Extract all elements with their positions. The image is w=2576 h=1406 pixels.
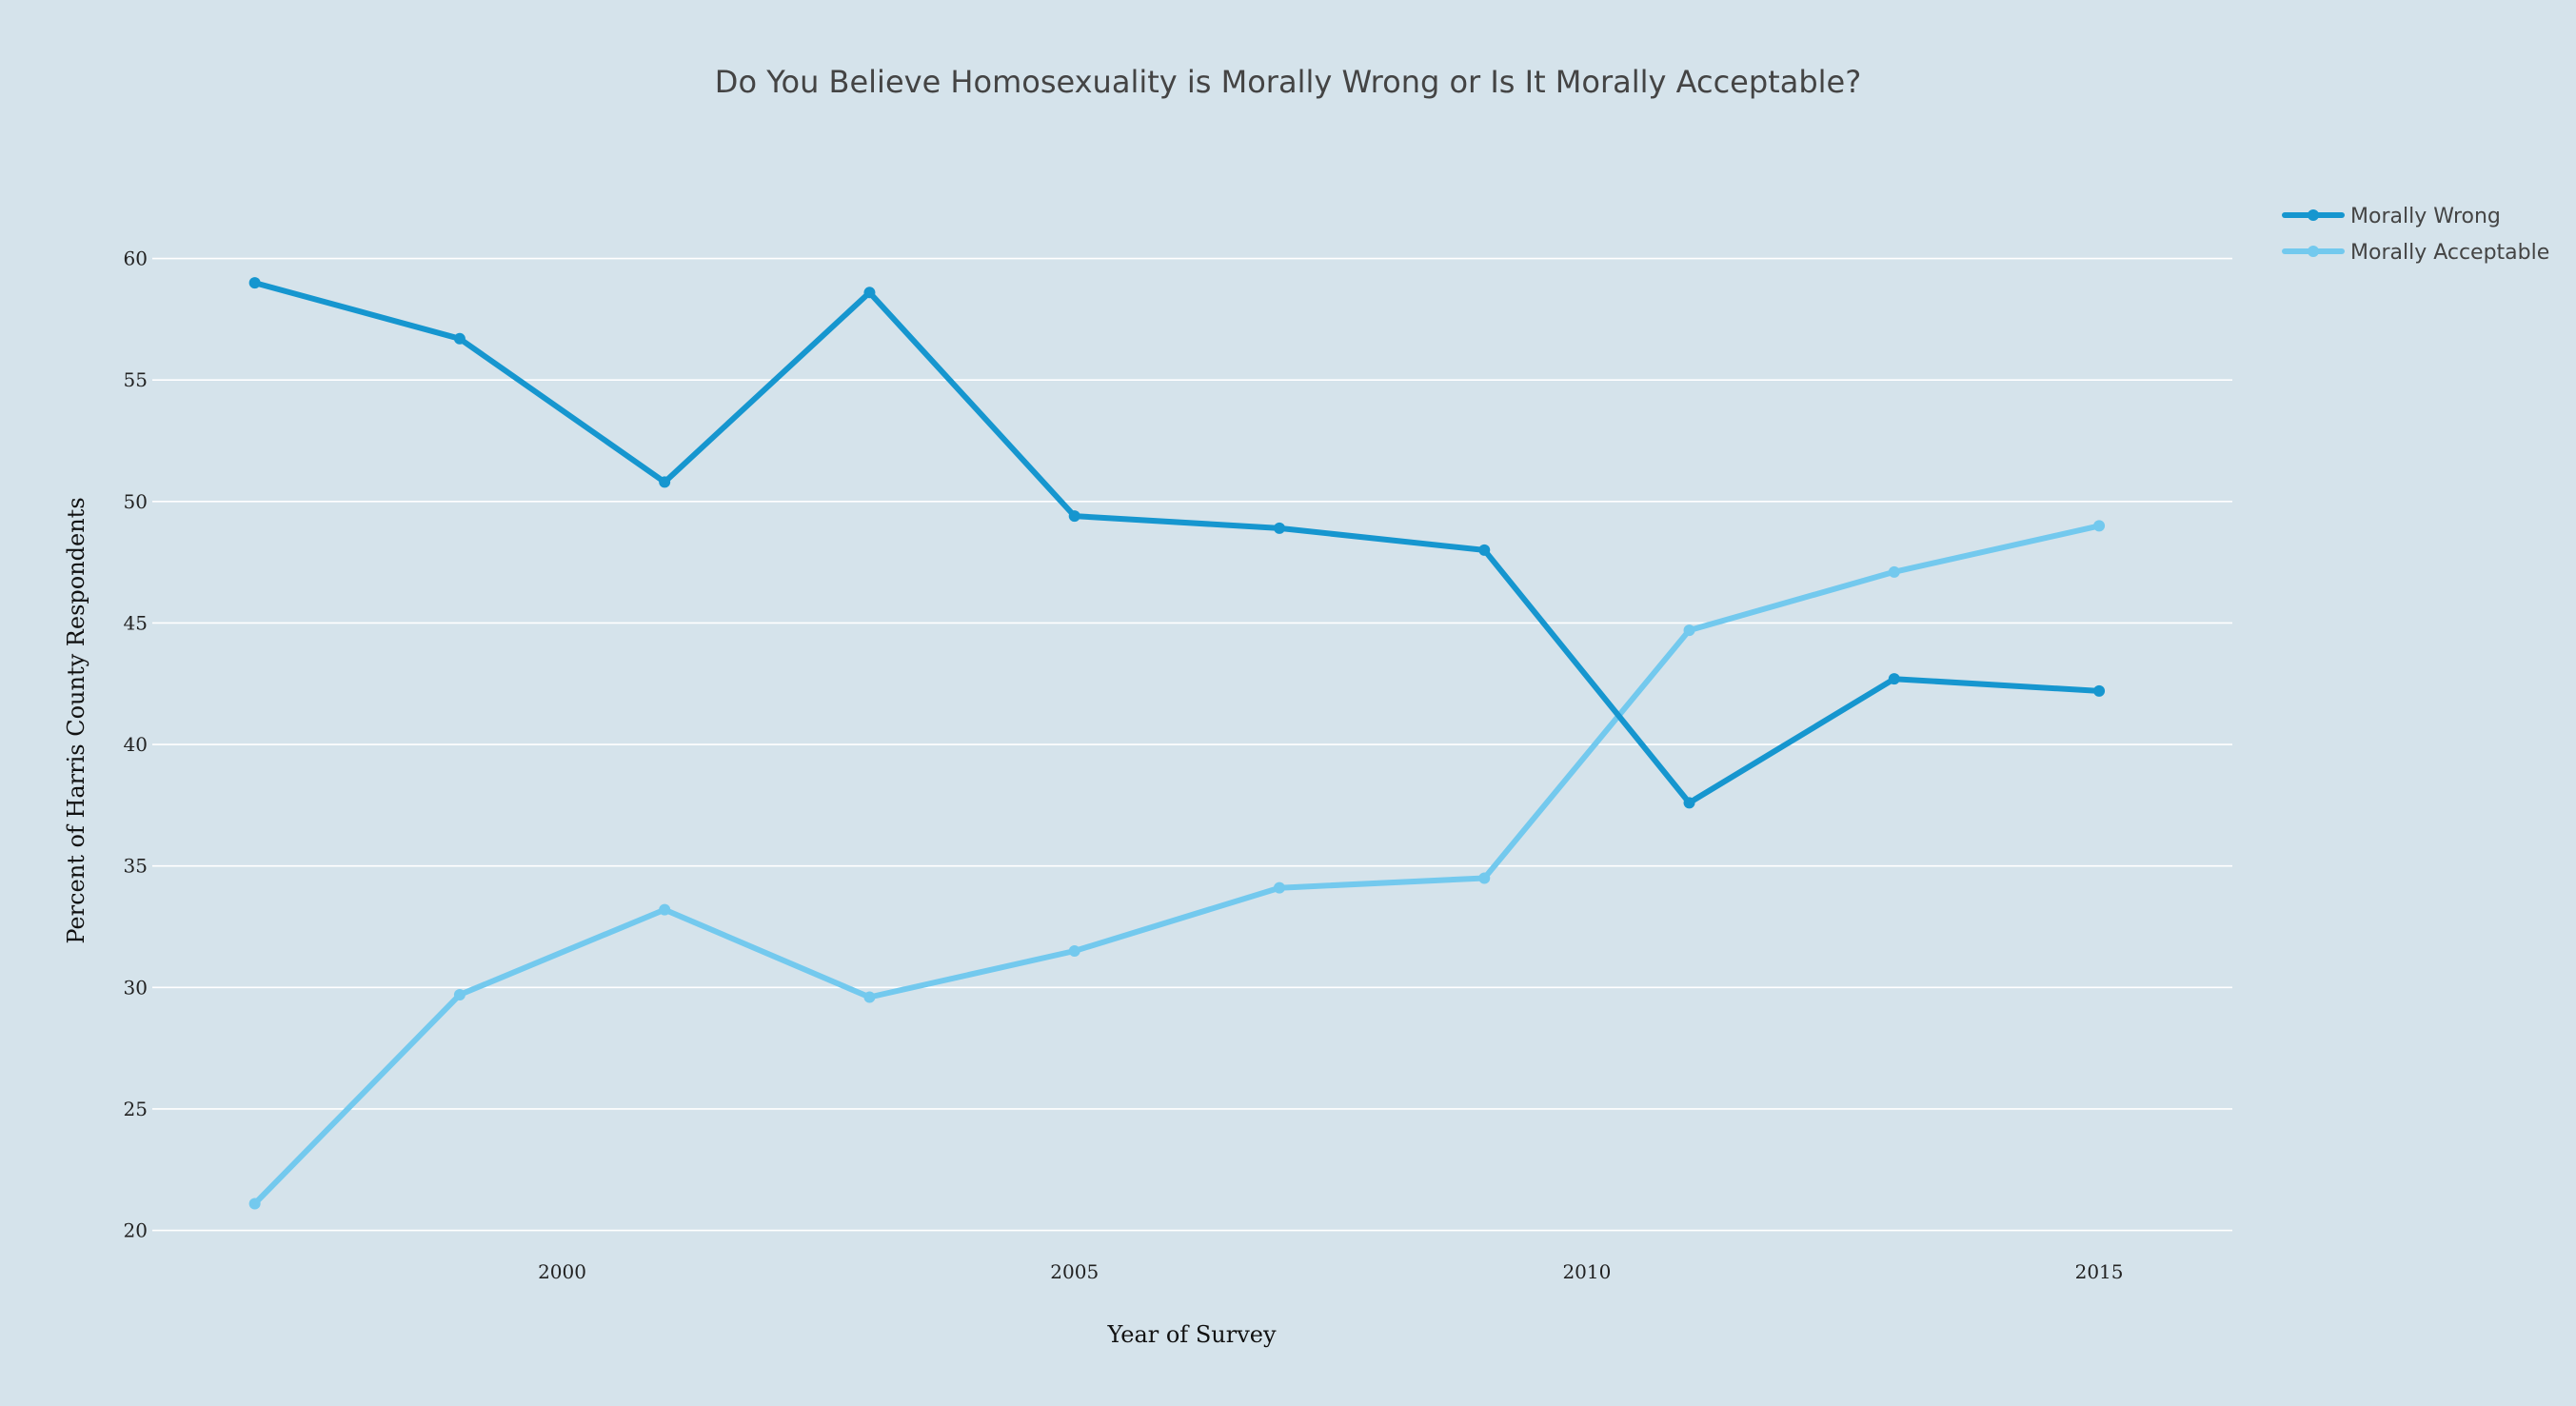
x-tick-label-2005: 2005 — [1050, 1260, 1099, 1283]
point-morally-acceptable-2009 — [1478, 872, 1491, 884]
point-morally-acceptable-2003 — [863, 991, 876, 1003]
y-tick-label-35: 35 — [124, 855, 148, 878]
line-morally-acceptable — [251, 523, 2103, 1207]
point-morally-acceptable-1999 — [453, 988, 466, 1000]
point-morally-wrong-2009 — [1478, 544, 1491, 556]
point-morally-acceptable-2007 — [1273, 881, 1285, 894]
chart-title: Do You Believe Homosexuality is Morally … — [715, 64, 1861, 100]
legend-item-morally-acceptable[interactable]: Morally Acceptable — [2282, 241, 2549, 265]
y-tick-label-55: 55 — [124, 368, 148, 391]
point-morally-wrong-2003 — [863, 287, 876, 299]
legend-label-morally-wrong: Morally Wrong — [2350, 205, 2501, 228]
point-morally-acceptable-2011 — [1683, 624, 1695, 637]
point-morally-wrong-2007 — [1273, 522, 1285, 534]
x-tick-label-2015: 2015 — [2075, 1260, 2124, 1283]
point-morally-acceptable-1997 — [248, 1198, 261, 1210]
legend-marker-morally-acceptable — [2308, 246, 2319, 257]
line-morally-wrong — [251, 280, 2103, 806]
legend-item-morally-wrong[interactable]: Morally Wrong — [2282, 205, 2501, 228]
y-axis-title: Percent of Harris County Respondents — [63, 497, 89, 943]
series-morally-wrong — [248, 277, 2106, 809]
y-tick-label-30: 30 — [124, 976, 148, 999]
legend-marker-morally-wrong — [2308, 209, 2319, 221]
y-tick-label-20: 20 — [124, 1219, 148, 1242]
point-morally-acceptable-2013 — [1888, 565, 1900, 578]
y-tick-label-50: 50 — [124, 490, 148, 513]
y-tick-label-60: 60 — [124, 248, 148, 270]
x-tick-label-2010: 2010 — [1562, 1260, 1611, 1283]
point-morally-wrong-2005 — [1068, 510, 1080, 523]
y-tick-label-45: 45 — [124, 611, 148, 634]
x-axis-tick-labels: 2000 2005 2010 2015 — [538, 1260, 2123, 1283]
point-morally-wrong-1997 — [248, 277, 261, 289]
x-tick-label-2000: 2000 — [538, 1260, 586, 1283]
point-morally-acceptable-2005 — [1068, 945, 1080, 958]
point-morally-wrong-2013 — [1888, 673, 1900, 685]
point-morally-wrong-2001 — [659, 476, 671, 488]
point-morally-wrong-1999 — [453, 332, 466, 345]
series-morally-acceptable — [248, 520, 2106, 1210]
point-morally-wrong-2015 — [2093, 684, 2106, 697]
y-tick-label-25: 25 — [124, 1098, 148, 1120]
x-axis-title: Year of Survey — [1106, 1321, 1276, 1348]
y-gridlines — [152, 257, 2232, 1232]
y-tick-label-40: 40 — [124, 733, 148, 756]
point-morally-acceptable-2001 — [659, 903, 671, 916]
point-morally-acceptable-2015 — [2093, 520, 2106, 532]
legend[interactable]: Morally Wrong Morally Acceptable — [2282, 205, 2549, 265]
series-layer — [248, 277, 2106, 1210]
legend-label-morally-acceptable: Morally Acceptable — [2350, 241, 2549, 265]
point-morally-wrong-2011 — [1683, 797, 1695, 809]
y-axis-tick-labels: 20 25 30 35 40 45 50 55 60 — [124, 248, 148, 1242]
